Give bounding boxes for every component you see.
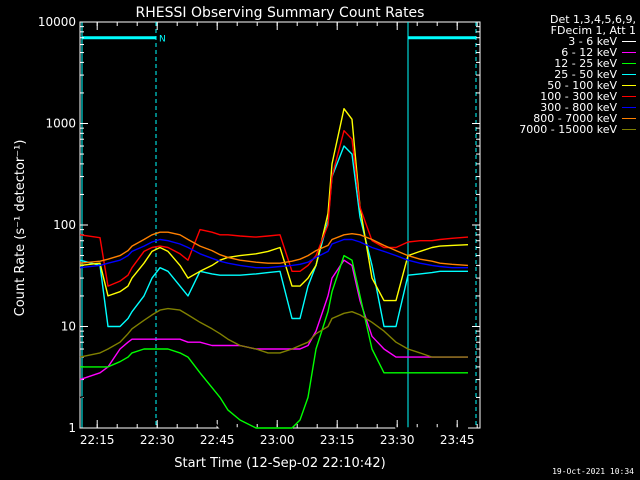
legend-swatch bbox=[622, 96, 636, 97]
y-tick-label: 10000 bbox=[38, 15, 76, 29]
series-line-800-7000-kev-kev bbox=[79, 231, 469, 267]
y-tick-label: 1000 bbox=[45, 117, 76, 131]
legend-swatch bbox=[622, 129, 636, 130]
legend-swatch bbox=[622, 118, 636, 119]
x-axis-label: Start Time (12-Sep-02 22:10:42) bbox=[174, 456, 385, 471]
legend-entry: 6 - 12 keV bbox=[486, 47, 636, 58]
legend-swatch bbox=[622, 52, 636, 53]
legend-entry: 800 - 7000 keV bbox=[486, 113, 636, 124]
plot-timestamp: 19-Oct-2021 10:34 bbox=[552, 467, 634, 476]
x-tick-label: 22:30 bbox=[140, 433, 175, 447]
legend-entry: 3 - 6 keV bbox=[486, 36, 636, 47]
x-tick-label: 22:45 bbox=[200, 433, 235, 447]
legend-entry-label: 6 - 12 keV bbox=[561, 46, 617, 59]
legend-entry-label: 300 - 800 keV bbox=[540, 101, 617, 114]
legend-entry: 7000 - 15000 keV bbox=[486, 124, 636, 135]
legend-header-line-2: FDecim 1, Att 1 bbox=[550, 24, 636, 37]
x-tick-label: 23:00 bbox=[260, 433, 295, 447]
series-line-50-100-kev-kev bbox=[79, 107, 469, 302]
legend-swatch bbox=[622, 107, 636, 108]
series-line-12-25-kev-kev bbox=[80, 254, 468, 429]
legend-entry: 300 - 800 keV bbox=[486, 102, 636, 113]
legend-entry-label: 800 - 7000 keV bbox=[533, 112, 617, 125]
legend-swatch bbox=[622, 85, 636, 86]
legend-entry: 100 - 300 keV bbox=[486, 91, 636, 102]
legend-swatch bbox=[622, 41, 636, 42]
legend-entry-label: 3 - 6 keV bbox=[568, 35, 617, 48]
legend-entry: 25 - 50 keV bbox=[486, 69, 636, 80]
x-tick-label: 23:30 bbox=[380, 433, 415, 447]
legend: Det 1,3,4,5,6,9, FDecim 1, Att 1 3 - 6 k… bbox=[486, 14, 636, 135]
plot-area: N 1 10 100 1000 10000 22:15 22:30 22:45 23:00 23:1… bbox=[38, 15, 481, 447]
legend-swatch bbox=[622, 74, 636, 75]
event-marker-label: N bbox=[159, 35, 166, 45]
legend-entry-label: 12 - 25 keV bbox=[554, 57, 617, 70]
y-tick-label: 100 bbox=[53, 218, 76, 232]
legend-entries: 3 - 6 keV 6 - 12 keV 12 - 25 keV 25 - 50 ke… bbox=[486, 36, 636, 135]
series-line-300-800-kev-kev bbox=[79, 238, 468, 269]
x-tick-label: 23:45 bbox=[440, 433, 475, 447]
x-tick-label: 23:15 bbox=[320, 433, 355, 447]
legend-entry-label: 50 - 100 keV bbox=[547, 79, 617, 92]
chart-title: RHESSI Observing Summary Count Rates bbox=[136, 5, 425, 21]
series-line-7000-15000-kev-kev bbox=[79, 307, 468, 358]
y-axis-label: Count Rate (s⁻¹ detector⁻¹) bbox=[13, 140, 28, 317]
series-line-100-300-kev-kev bbox=[79, 129, 469, 287]
legend-swatch bbox=[622, 63, 636, 64]
series-line-6-12-kev-kev bbox=[79, 259, 468, 381]
y-tick-label: 1 bbox=[68, 421, 76, 435]
legend-entry-label: 25 - 50 keV bbox=[554, 68, 617, 81]
plot-frame bbox=[79, 21, 481, 429]
legend-entry-label: 100 - 300 keV bbox=[540, 90, 617, 103]
legend-entry: 50 - 100 keV bbox=[486, 80, 636, 91]
series-line-25-50-kev-kev bbox=[79, 145, 468, 328]
legend-entry: 12 - 25 keV bbox=[486, 58, 636, 69]
x-tick-label: 22:15 bbox=[80, 433, 115, 447]
y-tick-label: 10 bbox=[61, 320, 76, 334]
legend-header-line-1: Det 1,3,4,5,6,9, bbox=[549, 13, 636, 26]
legend-entry-label: 7000 - 15000 keV bbox=[519, 123, 617, 136]
